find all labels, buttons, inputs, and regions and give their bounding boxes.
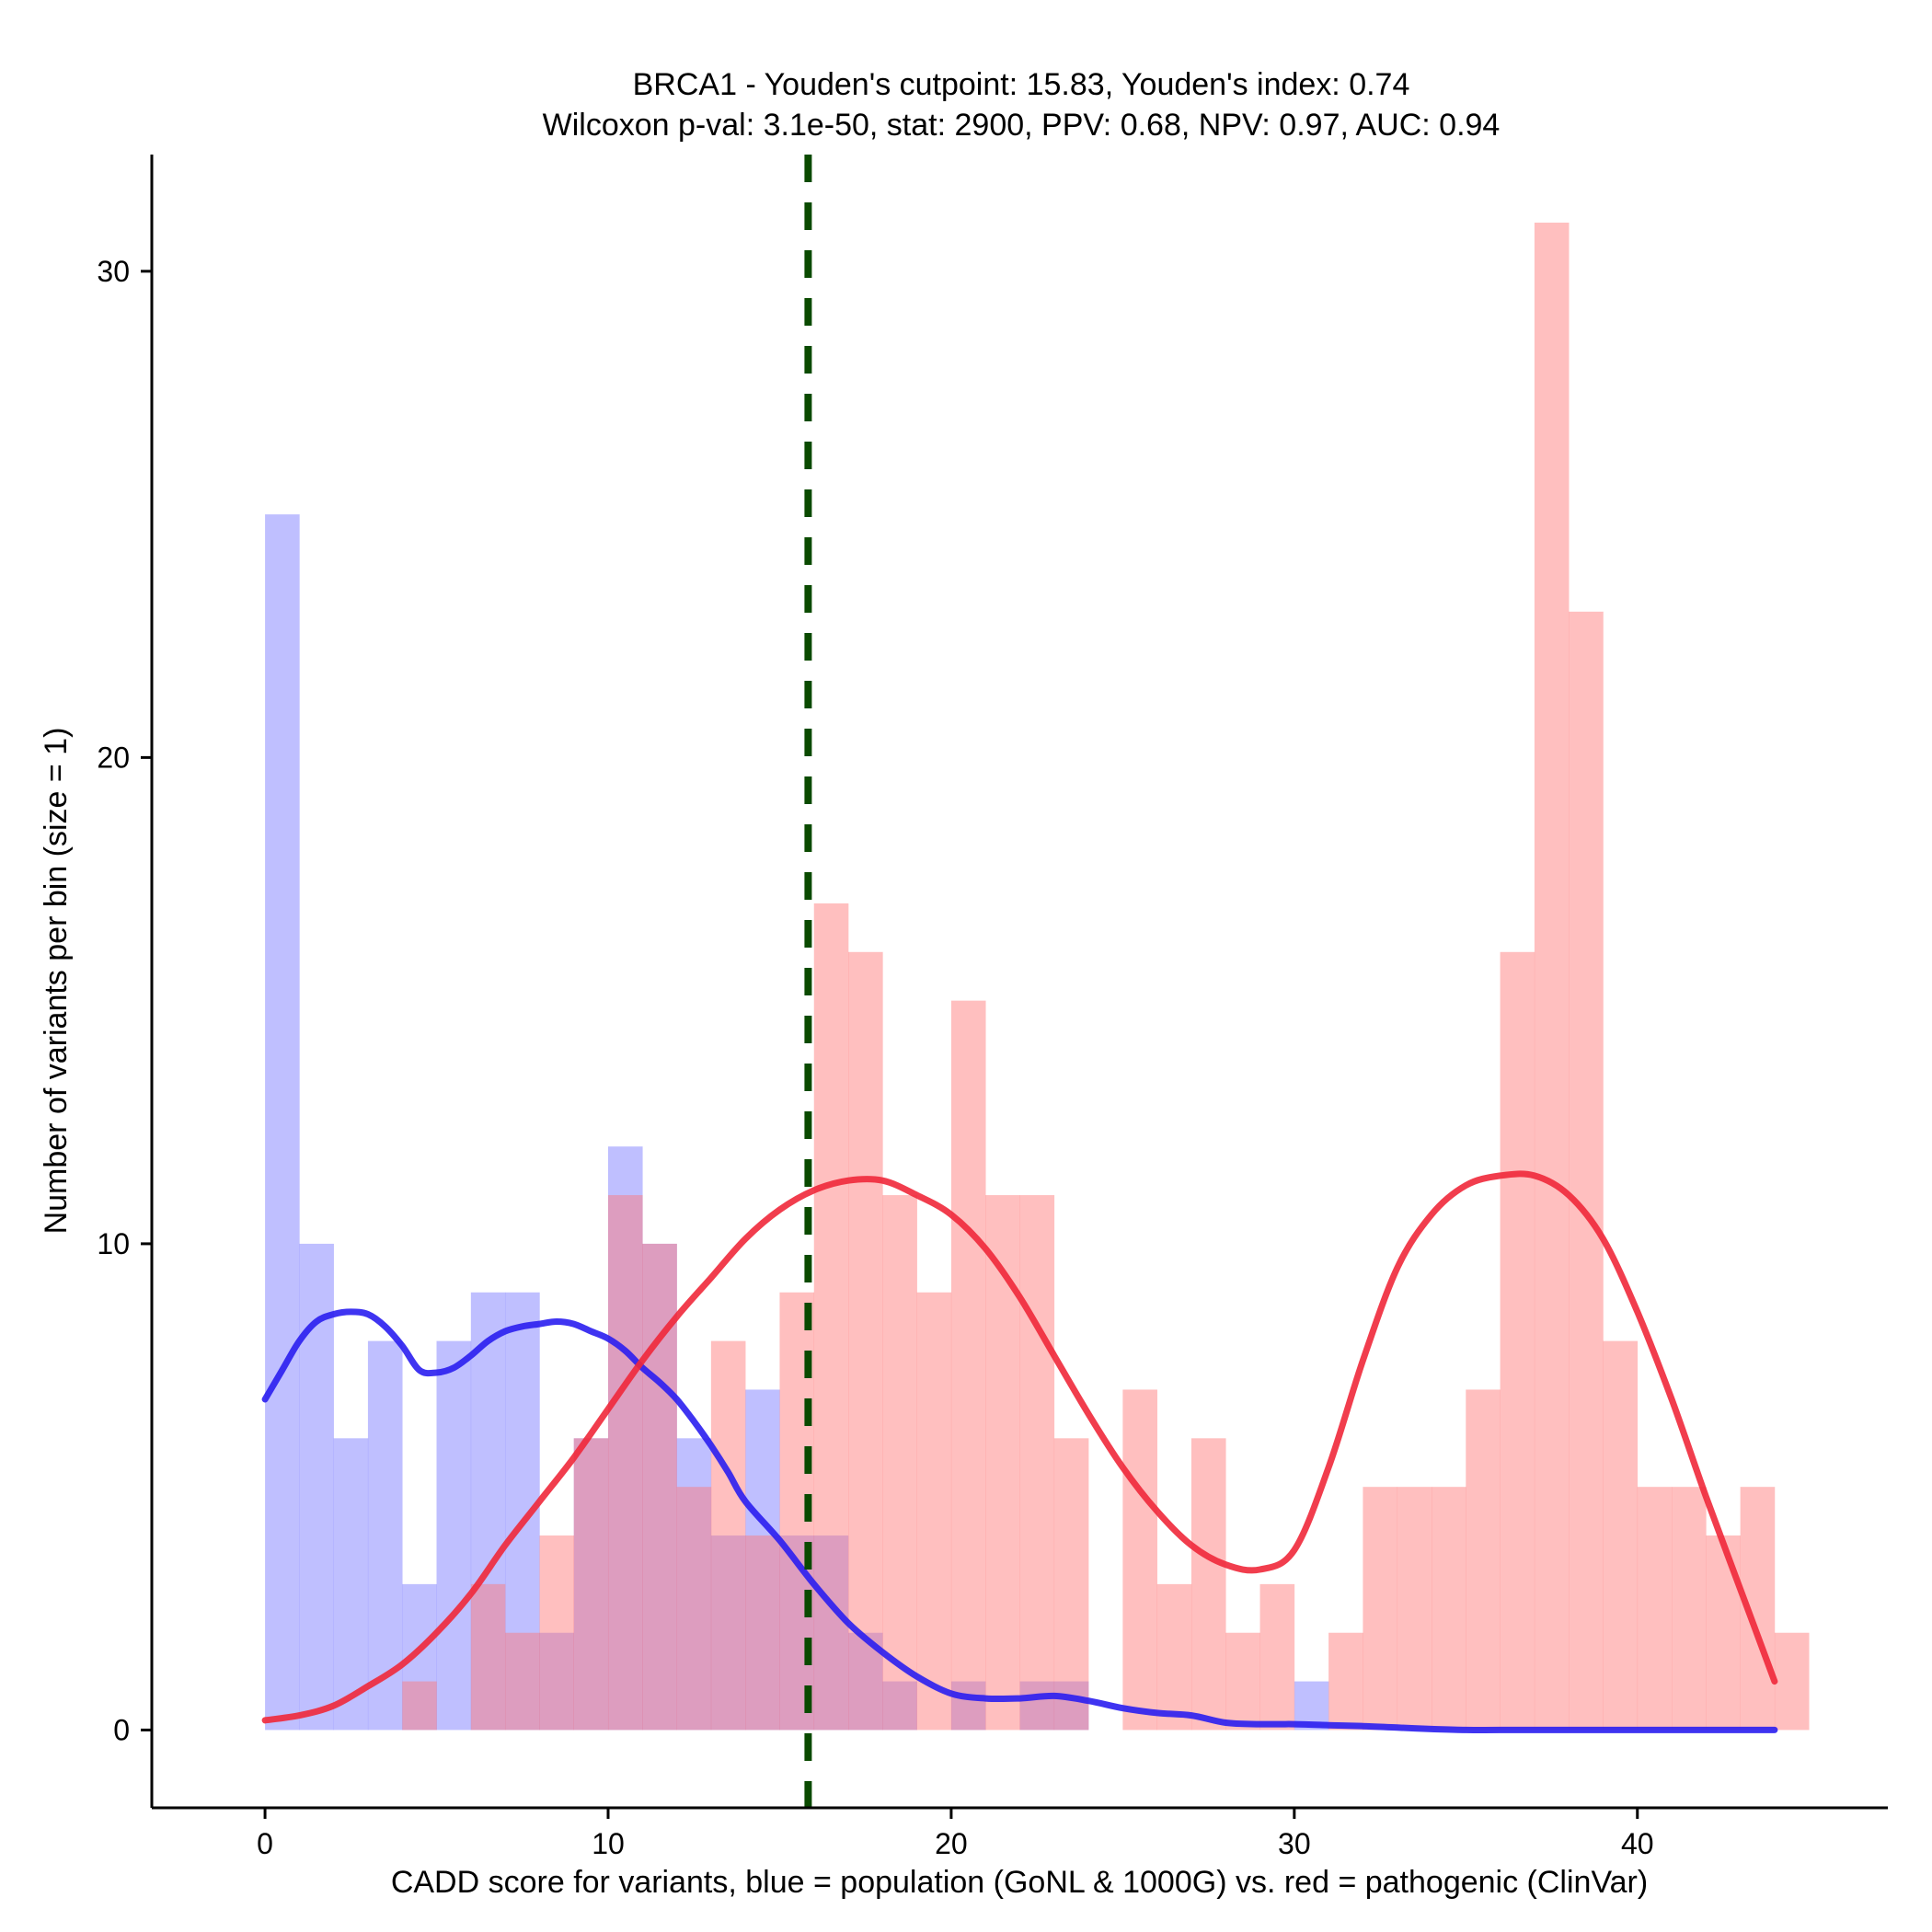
population-bar (813, 1535, 849, 1731)
pathogenic-bar (1432, 1487, 1466, 1731)
population-bar (333, 1438, 369, 1731)
population-bar (607, 1146, 643, 1731)
population-bar (1019, 1681, 1055, 1731)
y-tick-label: 30 (97, 255, 130, 288)
x-tick-label: 40 (1621, 1827, 1654, 1860)
pathogenic-bar (1259, 1583, 1295, 1731)
pathogenic-bar (1500, 951, 1535, 1731)
x-axis-ticks: 0 10 20 30 40 (257, 1808, 1654, 1860)
y-axis-ticks: 0 10 20 30 (97, 255, 152, 1746)
pathogenic-density-curve (261, 1170, 1778, 1724)
pathogenic-bar (573, 1438, 609, 1731)
pathogenic-bar (1190, 1438, 1226, 1731)
pathogenic-bar (1534, 222, 1570, 1731)
pathogenic-bar (1706, 1535, 1741, 1731)
population-bar (470, 1292, 506, 1731)
pathogenic-bar (642, 1243, 677, 1731)
x-tick-label: 30 (1278, 1827, 1311, 1860)
y-tick-label: 0 (113, 1713, 130, 1746)
density-curves (261, 1170, 1778, 1733)
population-bar (436, 1340, 472, 1731)
pathogenic-bar (1156, 1583, 1192, 1731)
pathogenic-bar (1363, 1487, 1398, 1731)
pathogenic-bar (505, 1632, 540, 1731)
x-tick-label: 20 (935, 1827, 968, 1860)
pathogenic-bar (1466, 1389, 1501, 1731)
pathogenic-bar (882, 1195, 917, 1731)
population-bar (745, 1389, 780, 1731)
pathogenic-bar (1603, 1340, 1639, 1731)
pathogenic-bar (950, 1000, 986, 1731)
pathogenic-bar (402, 1681, 437, 1731)
population-bar (573, 1438, 609, 1731)
chart-title-line-1: BRCA1 - Youden's cutpoint: 15.83, Youden… (633, 67, 1410, 102)
population-bar (710, 1535, 746, 1731)
population-bar (539, 1632, 574, 1731)
population-bar (676, 1438, 712, 1731)
pathogenic-bar (1019, 1195, 1055, 1731)
pathogenic-bars (402, 222, 1810, 1731)
pathogenic-bar (1122, 1389, 1157, 1731)
pathogenic-bar (1328, 1632, 1363, 1731)
population-bar (265, 514, 300, 1731)
pathogenic-bar (710, 1340, 746, 1731)
population-bar (882, 1681, 917, 1731)
pathogenic-bar (1774, 1632, 1810, 1731)
pathogenic-bar (1637, 1487, 1673, 1731)
population-bar (1053, 1681, 1089, 1731)
pathogenic-bar (1569, 611, 1604, 1731)
pathogenic-bar (607, 1195, 643, 1731)
x-axis-label: CADD score for variants, blue = populati… (391, 1865, 1648, 1900)
y-axis-label: Number of variants per bin (size = 1) (39, 728, 74, 1235)
pathogenic-bar (745, 1535, 780, 1731)
pathogenic-bar (470, 1583, 506, 1731)
x-tick-label: 0 (257, 1827, 273, 1860)
chart-title-line-2: Wilcoxon p-val: 3.1e-50, stat: 2900, PPV… (543, 108, 1501, 143)
x-tick-label: 10 (592, 1827, 625, 1860)
pathogenic-bar (1225, 1632, 1260, 1731)
y-tick-label: 20 (97, 741, 130, 774)
pathogenic-bar (676, 1487, 712, 1731)
pathogenic-bar (1672, 1487, 1707, 1731)
pathogenic-bar (1397, 1487, 1432, 1731)
y-tick-label: 10 (97, 1227, 130, 1260)
pathogenic-bar (916, 1292, 952, 1731)
pathogenic-bar (848, 951, 883, 1731)
population-density-curve (261, 1308, 1778, 1733)
pathogenic-bar (1053, 1438, 1089, 1731)
pathogenic-bar (539, 1535, 574, 1731)
population-bar (950, 1681, 986, 1731)
